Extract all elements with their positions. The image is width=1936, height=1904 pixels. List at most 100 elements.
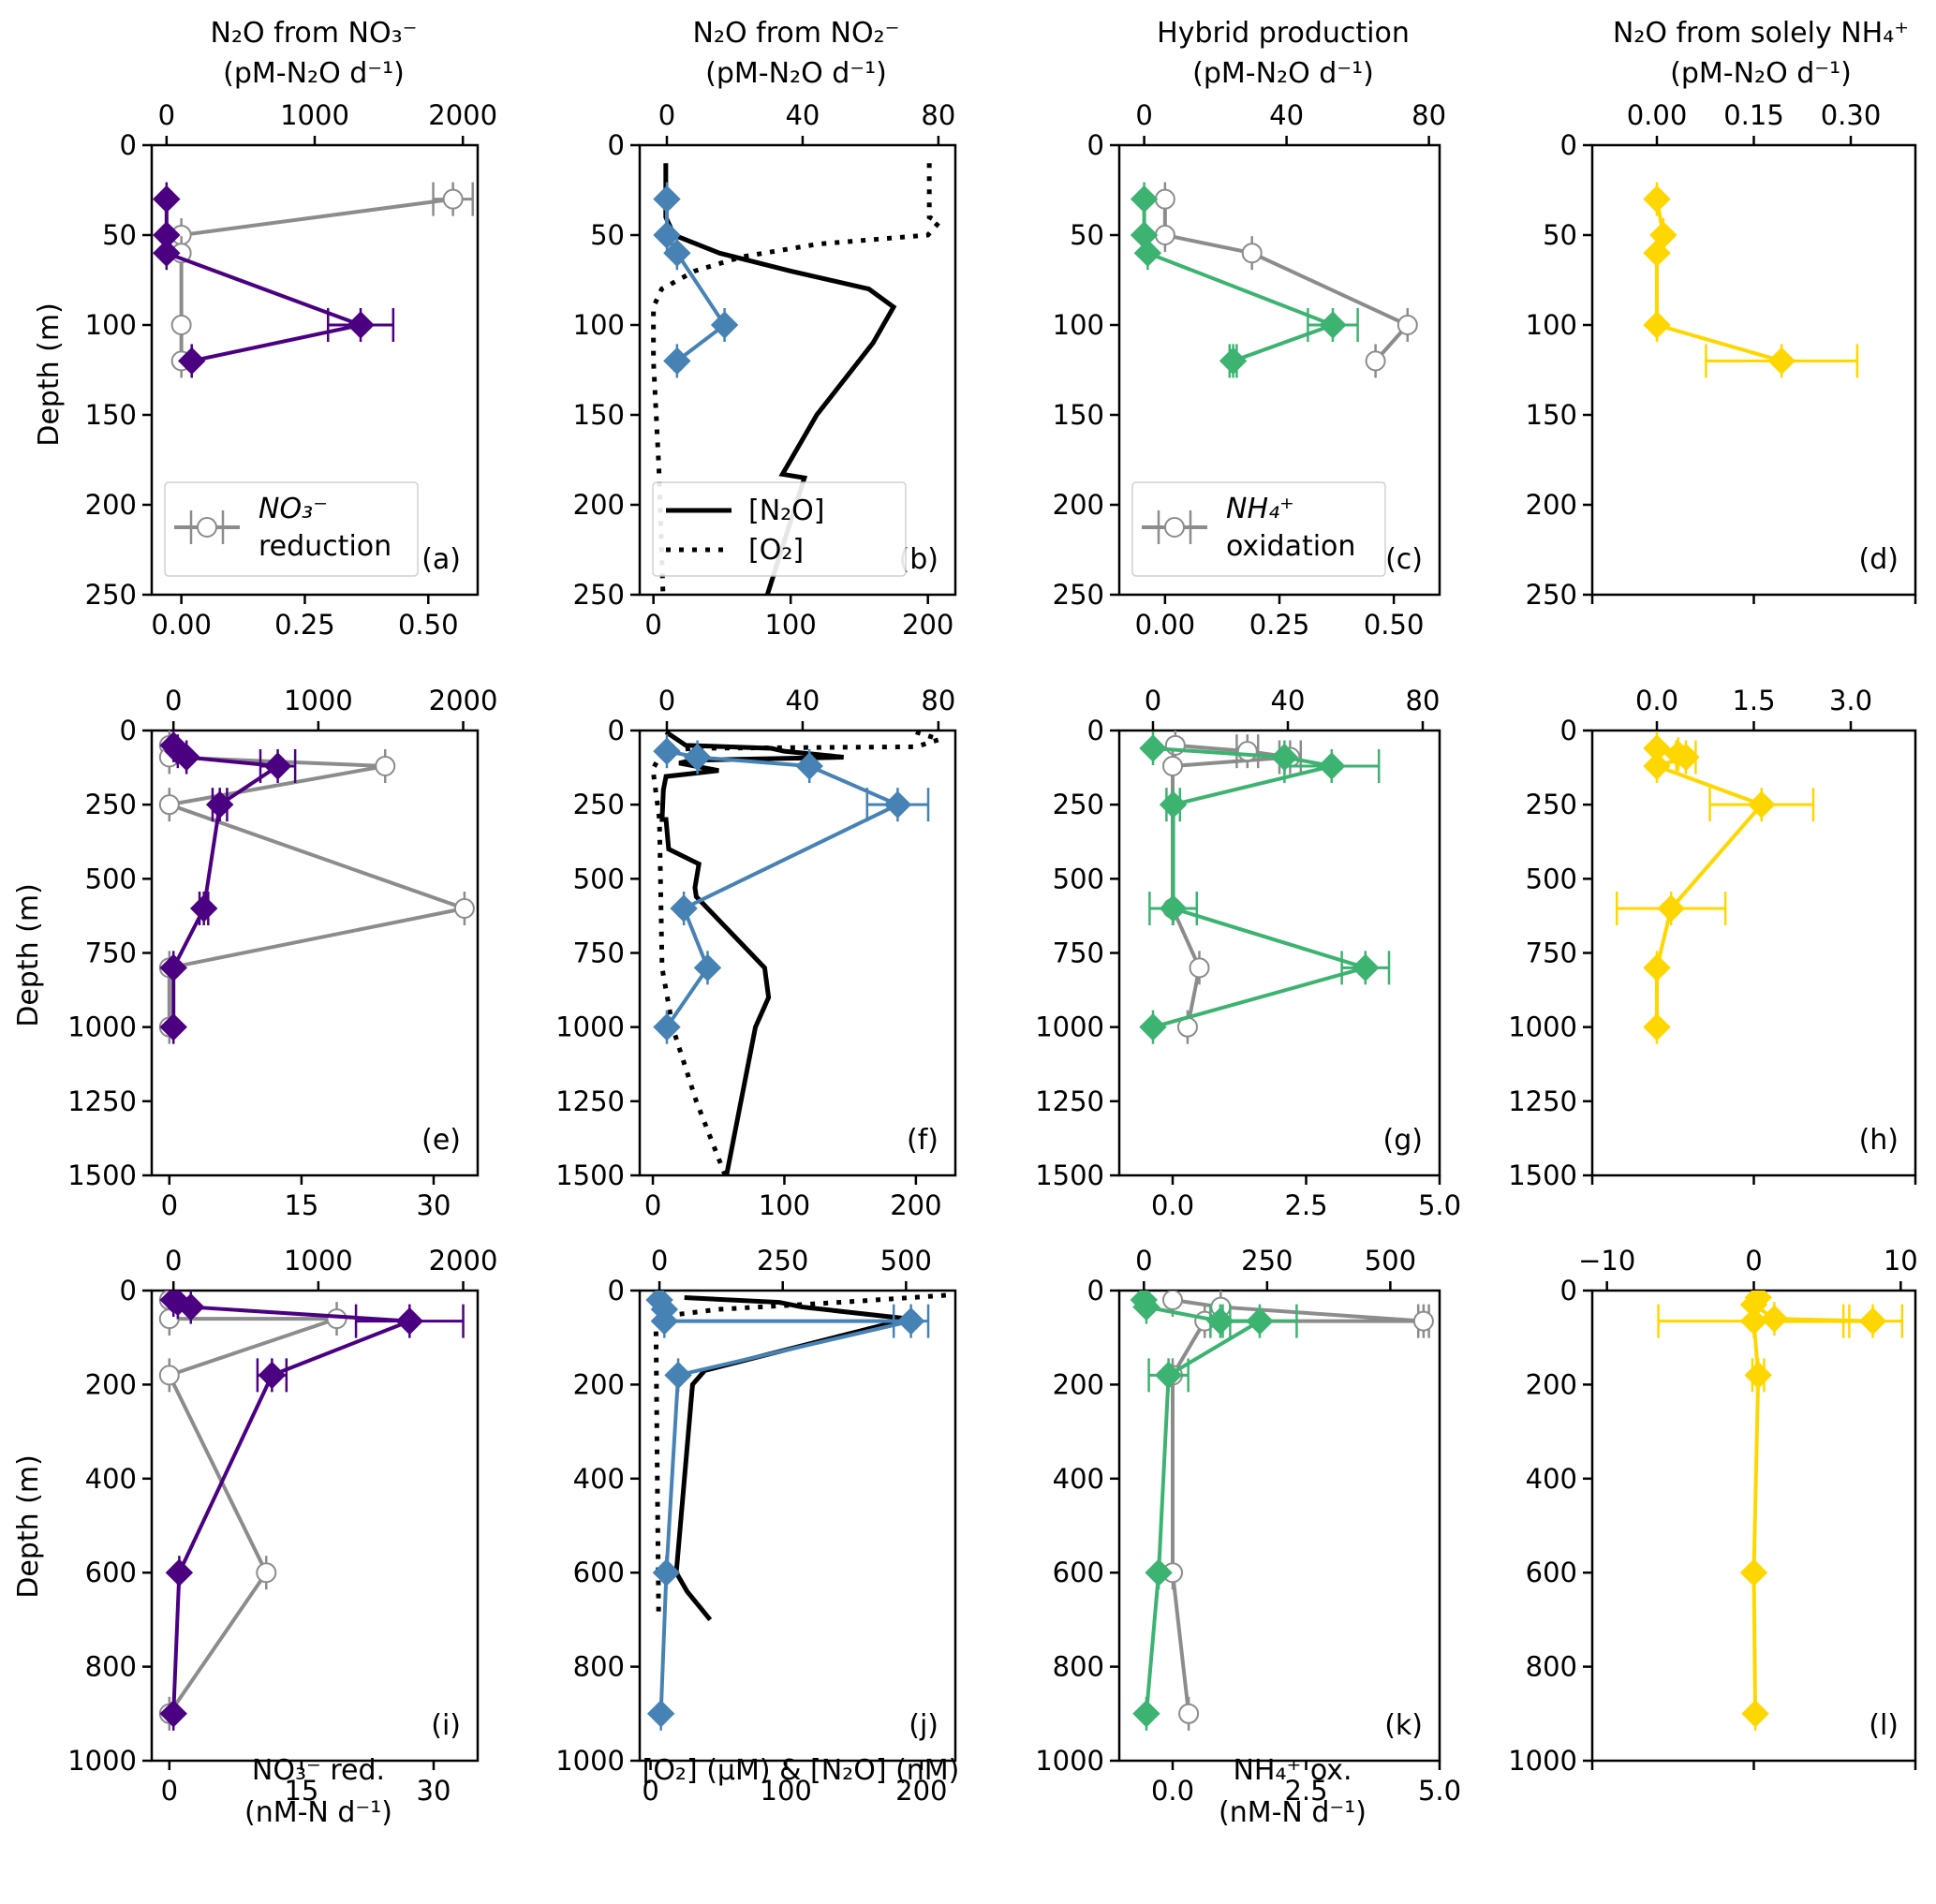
legend: NO₃⁻ reduction: [164, 481, 419, 577]
diamond-marker: [1643, 953, 1671, 982]
series--n-o-: [673, 1295, 909, 1621]
y-tick-label: 800: [573, 1651, 625, 1683]
series-hybrid-production: [1139, 731, 1391, 1044]
series-n-o-from-no-: [159, 1291, 465, 1731]
series-line: [1142, 1299, 1267, 1714]
diamond-marker: [652, 1558, 681, 1587]
bottom-x-tick-label: 0: [644, 609, 661, 641]
series-no-reduction: [158, 1291, 347, 1731]
y-tick-label: 1000: [555, 1011, 625, 1043]
diamond-marker: [693, 953, 722, 982]
series-line: [658, 1299, 912, 1714]
bottom-x-tick-label: 200: [890, 1189, 941, 1221]
y-tick-label: 200: [573, 1368, 625, 1400]
plot-area: [1657, 1291, 1904, 1731]
y-tick-label: 100: [1053, 309, 1104, 341]
diamond-marker: [1739, 1306, 1768, 1336]
y-tick-label: 200: [1053, 489, 1104, 521]
diamond-marker: [1643, 239, 1671, 267]
top-x-tick-label: 2000: [429, 685, 498, 716]
y-tick-label: 100: [573, 309, 625, 341]
diamond-marker: [653, 1012, 681, 1041]
panel-k: 0 200 400 600 800 1000 0 250 500 0.0 2.5 5.0 (k): [1035, 1245, 1461, 1807]
diamond-marker: [710, 311, 739, 339]
panel-h: 0 250 500 750 1000 1250 1500 0.0 1.5 3.0 (h): [1508, 685, 1917, 1191]
bottom-x-tick-label: 0: [161, 1775, 178, 1807]
series--n-o-: [659, 731, 844, 1175]
diamond-marker: [1318, 752, 1346, 780]
y-tick-label: 200: [1526, 489, 1577, 521]
plot-area: [1139, 731, 1391, 1044]
y-tick-label: 1500: [67, 1159, 137, 1191]
y-tick-label: 1500: [1508, 1159, 1577, 1191]
top-x-tick-label: 1000: [280, 99, 349, 131]
legend-box: [1131, 481, 1386, 577]
diamond-marker: [1206, 1306, 1234, 1336]
diamond-marker: [1643, 311, 1671, 339]
y-tick-label: 1000: [1508, 1745, 1577, 1777]
panel-label: (j): [909, 1709, 938, 1742]
top-x-tick-label: 0: [1145, 685, 1161, 716]
panel-f: 0 250 500 750 1000 1250 1500 0 40 80 0 100 200 (f): [555, 685, 957, 1221]
y-tick-label: 0: [1087, 129, 1104, 161]
series-n-o-from-solely-nh-: [1643, 182, 1859, 378]
diamond-marker: [646, 1700, 675, 1728]
top-x-tick-label: 80: [921, 99, 955, 131]
bottom-x-tick-label: 30: [417, 1189, 451, 1221]
series-nh-oxidation: [1162, 1291, 1434, 1731]
top-x-tick-label: 80: [1406, 685, 1441, 716]
diamond-marker: [1319, 311, 1347, 339]
series-line: [167, 1300, 338, 1715]
series-line: [665, 749, 903, 1028]
y-tick-label: 600: [1053, 1557, 1104, 1588]
top-x-tick-label: 500: [1365, 1245, 1416, 1277]
series-line: [650, 731, 948, 1175]
bottom-x-tick-label: 200: [902, 609, 953, 641]
diamond-marker: [663, 347, 691, 376]
bottom-x-tick-label: 0: [161, 1189, 178, 1221]
series-line: [161, 745, 472, 1027]
circle-marker: [1241, 243, 1263, 264]
y-tick-label: 0: [608, 1275, 625, 1306]
y-tick-label: 50: [1543, 219, 1577, 251]
series-n-o-from-no-: [653, 734, 930, 1044]
bottom-x-tick-label: 200: [895, 1775, 947, 1807]
y-tick-label: 200: [85, 1368, 137, 1400]
panel-label: (k): [1384, 1709, 1423, 1742]
panel-label: (e): [421, 1124, 461, 1157]
series-nh-oxidation: [1162, 731, 1303, 1044]
top-x-tick-label: 1000: [284, 1245, 353, 1277]
y-tick-label: 50: [1070, 219, 1104, 251]
bottom-x-tick-label: 5.0: [1418, 1775, 1461, 1807]
circle-marker: [1154, 188, 1175, 210]
top-x-tick-label: 10: [1884, 1245, 1918, 1277]
legend-label-line1: NH₄⁺: [1226, 493, 1294, 525]
series--o-: [653, 1292, 947, 1620]
circle-marker: [375, 756, 396, 776]
panel-i: 0 200 400 600 800 1000 0 1000 2000 0 15 30 (i): [67, 1245, 497, 1807]
y-tick-label: 0: [608, 715, 625, 746]
series-line: [653, 1292, 947, 1620]
diamond-marker: [653, 221, 681, 249]
plot-frame: [1590, 143, 1917, 597]
series-line: [1142, 199, 1338, 363]
diamond-marker: [1132, 1292, 1160, 1321]
bottom-xlabel-3-line2: (nM-N d⁻¹): [1219, 1796, 1367, 1829]
diamond-marker: [1643, 752, 1671, 780]
top-x-tick-label: 1.5: [1732, 685, 1775, 716]
y-tick-label: 600: [573, 1557, 625, 1588]
top-x-tick-label: 2000: [428, 99, 497, 131]
y-tick-label: 1000: [1035, 1011, 1104, 1043]
circle-marker: [1189, 957, 1210, 979]
diamond-marker: [159, 1012, 187, 1041]
y-tick-label: 400: [85, 1463, 137, 1495]
top-x-tick-label: 0: [158, 99, 175, 131]
series-n-o-from-solely-nh-: [1615, 731, 1815, 1044]
y-tick-label: 250: [573, 789, 625, 820]
circle-marker: [1236, 741, 1258, 762]
diamond-marker: [165, 1558, 194, 1587]
circle-marker: [1154, 225, 1175, 245]
plot-area: [158, 1291, 465, 1731]
y-tick-label: 0: [120, 1275, 137, 1306]
